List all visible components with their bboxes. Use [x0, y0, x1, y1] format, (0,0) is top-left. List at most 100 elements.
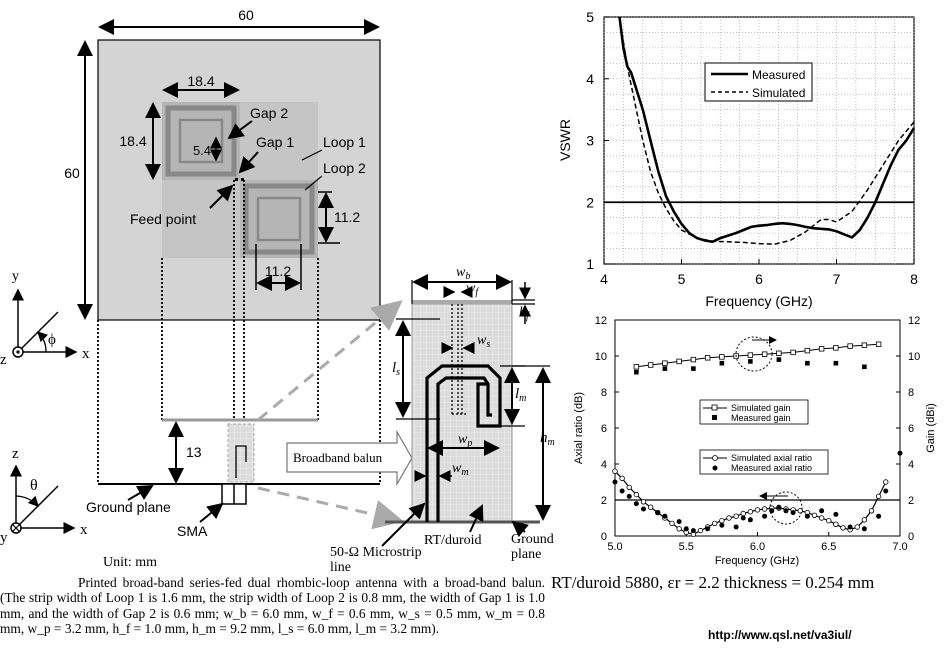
sim-ar-point — [761, 506, 768, 512]
coord-system-bottom: z x y θ — [0, 446, 88, 546]
vswr-ytick-label: 4 — [586, 71, 594, 87]
sim-ar-point — [854, 524, 860, 530]
label-wf: wf — [466, 281, 479, 298]
meas-ar-point — [676, 519, 682, 525]
loop2-outer — [243, 183, 315, 255]
vswr-xtick-label: 8 — [910, 271, 918, 287]
ar-xtick-label: 6.5 — [821, 541, 836, 553]
sim-ar-point — [612, 468, 618, 474]
ar-ytick-label-left: 4 — [601, 459, 607, 471]
loop1-outer — [165, 105, 237, 177]
label-ls: ls — [392, 360, 400, 378]
sim-ar-point — [883, 479, 889, 485]
legend-meas-ar: Measured axial ratio — [731, 463, 812, 473]
meas-ar-point — [683, 526, 689, 532]
meas-ar-point — [662, 513, 668, 519]
legend-meas-gain: Measured gain — [731, 413, 791, 423]
vswr-xtick-label: 4 — [600, 271, 608, 287]
meas-ar-point — [612, 479, 618, 485]
sim-ar-point — [740, 510, 746, 517]
label-wb: wb — [456, 265, 470, 282]
loop1-inner — [178, 118, 224, 164]
meas-ar-point — [883, 488, 889, 494]
vswr-ytick-label: 2 — [586, 194, 594, 210]
ar-xtick-label: 6.0 — [750, 541, 765, 553]
sim-gain-point — [633, 364, 640, 370]
ar-ytick-label-left: 12 — [595, 315, 607, 327]
meas-gain-point — [833, 360, 839, 366]
label-feed: Feed point — [130, 211, 196, 227]
sim-ar-point — [811, 512, 818, 518]
meas-ar-point — [641, 506, 646, 512]
sim-gain-point — [804, 347, 811, 354]
meas-ar-point — [876, 513, 882, 519]
ar-xlabel: Frequency (GHz) — [715, 555, 799, 567]
label-balun: Broadband balun — [293, 450, 383, 465]
sim-gain-point — [761, 351, 768, 357]
sim-gain-point — [647, 362, 654, 368]
dim-gap-height-label: 13 — [186, 444, 202, 460]
ar-xtick-label: 5.0 — [607, 541, 622, 553]
ar-xtick-label: 5.5 — [679, 541, 694, 553]
label-wp: wp — [458, 432, 472, 449]
meas-ar-point — [783, 508, 789, 514]
axis-top-z: z — [0, 352, 7, 368]
meas-ar-point — [619, 488, 625, 494]
meas-ar-point — [804, 513, 810, 519]
vswr-ticks: 4 5 6 7 8 1 2 3 4 5 — [586, 9, 918, 287]
sim-gain-point — [875, 341, 882, 347]
meas-gain-point — [748, 359, 753, 364]
sim-ar-point — [868, 508, 875, 514]
sim-gain-point — [676, 358, 682, 365]
source-url[interactable]: http://www.qsl.net/va3iul/ — [708, 628, 852, 642]
axis-bottom-y: y — [0, 530, 8, 546]
axis-bottom-x: x — [80, 522, 88, 538]
vswr-ytick-label: 1 — [586, 256, 594, 272]
ar-series — [612, 341, 903, 537]
ar-ytick-label-right: 2 — [908, 495, 914, 507]
ar-ytick-label-left: 8 — [601, 387, 607, 399]
meas-ar-point — [790, 510, 796, 516]
label-microstrip-2: line — [330, 560, 351, 575]
label-loop1: Loop 1 — [323, 134, 366, 150]
substrate-note: RT/duroid 5880, εr = 2.2 thickness = 0.2… — [551, 573, 875, 592]
sim-ar-point — [697, 527, 704, 534]
sim-gain-point — [833, 345, 839, 351]
ar-ylabel-right: Gain (dBi) — [925, 403, 937, 453]
label-rt-duroid: RT/duroid — [424, 533, 482, 548]
axis-top-y: y — [12, 269, 19, 284]
sim-gain-point — [818, 346, 825, 352]
dim-loop2-w-label: 11.2 — [265, 263, 291, 279]
meas-ar-point — [740, 515, 746, 521]
sim-ar-point — [719, 518, 725, 524]
dim-height-label: 60 — [64, 165, 80, 181]
meas-gain-point — [776, 357, 782, 362]
meas-ar-point — [747, 517, 753, 523]
sim-ar-point — [626, 484, 632, 491]
meas-ar-point — [762, 513, 768, 519]
balun-detail: wb wf hf ws ls lm hm wp wm — [330, 265, 555, 575]
ar-ytick-label-left: 2 — [601, 495, 607, 507]
dim-loop-w-label: 18.4 — [187, 73, 214, 89]
vswr-legend-simulated: Simulated — [752, 86, 805, 100]
meas-gain-point — [634, 369, 639, 375]
axis-bottom-theta: θ — [30, 477, 38, 494]
label-wm: wm — [452, 461, 469, 478]
meas-ar-point — [833, 511, 839, 517]
sim-ar-point — [676, 526, 682, 532]
ar-ytick-label-left: 10 — [595, 351, 607, 363]
meas-ar-point — [847, 524, 853, 530]
label-hm: hm — [540, 430, 555, 448]
sim-ar-point — [861, 517, 868, 523]
coord-system-top: y x z ϕ — [0, 269, 90, 368]
label-gap1: Gap 1 — [256, 134, 294, 150]
meas-ar-point — [733, 524, 739, 530]
label-ws: ws — [477, 333, 490, 350]
balun-mini — [227, 423, 255, 483]
ar-annotation-circle — [769, 491, 803, 525]
microstrip-line — [425, 364, 502, 522]
label-hf: hf — [519, 305, 530, 322]
sim-gain-point — [662, 360, 668, 366]
sim-gain-point — [704, 355, 711, 361]
